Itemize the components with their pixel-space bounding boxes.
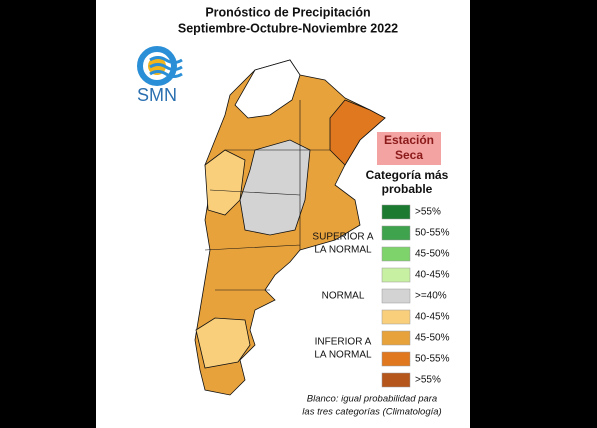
legend-title: Categoría más xyxy=(366,168,449,182)
legend-label: 45-50% xyxy=(415,333,450,344)
region-light xyxy=(195,317,251,369)
legend-title: probable xyxy=(382,182,433,196)
legend-label: >=40% xyxy=(415,291,447,302)
legend-label: 50-55% xyxy=(415,354,450,365)
footnote: las tres categorías (Climatología) xyxy=(302,407,441,418)
legend-label: >55% xyxy=(415,375,441,386)
legend-swatch xyxy=(381,351,411,367)
legend-label: >55% xyxy=(415,207,441,218)
legend-swatch xyxy=(381,204,411,220)
legend-swatch xyxy=(381,267,411,283)
legend-label: 40-45% xyxy=(415,312,450,323)
badge-line: Estación xyxy=(384,133,434,147)
legend-swatch xyxy=(381,288,411,304)
badge-line: Seca xyxy=(395,148,423,162)
map xyxy=(194,59,386,396)
title-line: Septiembre-Octubre-Noviembre 2022 xyxy=(178,21,398,35)
legend: >55% 50-55% 45-50% 40-45% SUPERIOR A LA NORMA… xyxy=(312,204,450,388)
legend-label: 50-55% xyxy=(415,228,450,239)
title-line: Pronóstico de Precipitación xyxy=(205,5,370,19)
legend-swatch xyxy=(381,309,411,325)
group-label: INFERIOR A xyxy=(315,337,372,348)
region-white xyxy=(234,59,301,119)
logo-waves xyxy=(149,56,183,78)
legend-swatch xyxy=(381,330,411,346)
badge xyxy=(377,132,441,165)
legend-label: 45-50% xyxy=(415,249,450,260)
footnote: Blanco: igual probabilidad para xyxy=(307,394,437,405)
region-dark xyxy=(329,99,386,166)
legend-swatch xyxy=(381,225,411,241)
logo-text: SMN xyxy=(137,85,177,105)
province-borders xyxy=(204,100,330,291)
legend-swatch xyxy=(381,372,411,388)
group-label: NORMAL xyxy=(322,291,365,302)
group-label: SUPERIOR A xyxy=(312,232,373,243)
group-label: LA NORMAL xyxy=(314,245,372,256)
group-label: LA NORMAL xyxy=(314,350,372,361)
legend-label: 40-45% xyxy=(415,270,450,281)
legend-swatch xyxy=(381,246,411,262)
logo: SMN xyxy=(137,46,183,105)
logo-ring xyxy=(137,46,177,86)
